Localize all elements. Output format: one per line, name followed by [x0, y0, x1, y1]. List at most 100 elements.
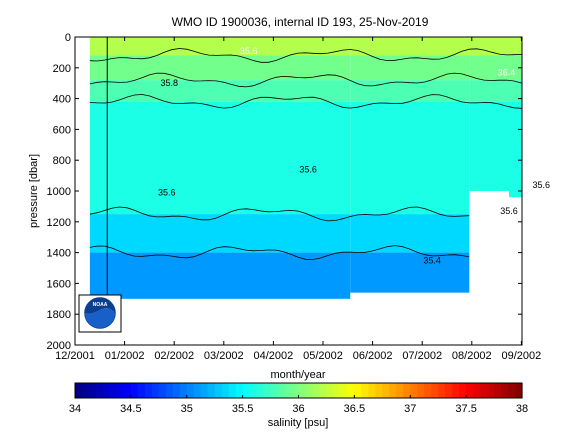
salinity-band-0-4: [89, 214, 351, 253]
y-axis: 0 200 400 600 800 1000 1200 1400 1600 1800 2000: [47, 32, 522, 352]
colorbar-cell-19: [207, 383, 216, 398]
x-tick-label-8: 08/2002: [452, 350, 492, 362]
colorbar-cell-41: [361, 383, 369, 398]
contour-label-3: 35.6: [299, 164, 317, 174]
colorbar-cell-17: [193, 383, 202, 398]
colorbar-tick-label-5: 36.5: [344, 403, 365, 415]
salinity-band-2-2: [469, 80, 509, 102]
colorbar-cell-15: [179, 383, 188, 398]
salinity-band-0-1: [89, 55, 351, 81]
colorbar-cell-61: [501, 383, 509, 398]
y-tick-label-0: 0: [65, 32, 71, 44]
y-axis-label: pressure [dbar]: [28, 154, 40, 228]
colorbar-cell-35: [319, 383, 328, 398]
colorbar-cell-27: [263, 383, 272, 398]
colorbar-tick-label-2: 35: [181, 403, 193, 415]
colorbar-tick-label-1: 34.5: [120, 403, 141, 415]
y-tick-label-2: 400: [53, 94, 71, 106]
colorbar-cell-45: [389, 383, 397, 398]
x-tick-label-5: 05/2002: [303, 350, 343, 362]
colorbar-cell-20: [214, 383, 223, 398]
colorbar-cell-36: [326, 383, 335, 398]
logo-text: NOAA: [93, 302, 108, 308]
x-tick-label-3: 03/2002: [204, 350, 244, 362]
colorbar-cell-44: [382, 383, 390, 398]
contour-label-6: 35.6: [500, 206, 518, 216]
colorbar-cell-1: [81, 383, 90, 398]
colorbar-cell-13: [165, 383, 174, 398]
contour-line-3: [89, 206, 470, 222]
salinity-band-3-0: [509, 37, 522, 56]
salinity-band-2-3: [469, 101, 509, 191]
colorbar-tick-label-4: 36: [292, 403, 304, 415]
colorbar-cell-63: [515, 383, 523, 398]
x-tick-label-1: 01/2002: [105, 350, 145, 362]
colorbar-cell-22: [228, 383, 237, 398]
colorbar-cell-50: [424, 383, 432, 398]
contour-label-0: 35.6: [240, 46, 258, 56]
salinity-band-3-3: [509, 101, 522, 198]
x-axis-label: month/year: [270, 369, 325, 381]
colorbar-cell-47: [403, 383, 411, 398]
colorbar-cell-5: [109, 383, 118, 398]
colorbar-cell-24: [242, 383, 251, 398]
colorbar-cell-3: [95, 383, 104, 398]
salinity-band-1-1: [350, 55, 470, 81]
colorbar-cell-14: [172, 383, 181, 398]
colorbar-cell-6: [116, 383, 125, 398]
colorbar-cell-21: [221, 383, 230, 398]
colorbar-cell-28: [270, 383, 279, 398]
colorbar-cell-55: [459, 383, 467, 398]
colorbar-cell-40: [354, 383, 362, 398]
x-axis: 12/2001 01/2002 02/2002 03/2002 04/2002 05/20…: [55, 37, 541, 362]
colorbar-cell-0: [75, 383, 83, 398]
y-tick-label-4: 800: [53, 155, 71, 167]
colorbar-cell-9: [137, 383, 146, 398]
x-tick-label-4: 04/2002: [254, 350, 294, 362]
colorbar-cell-4: [102, 383, 111, 398]
colorbar-tick-label-0: 34: [69, 403, 81, 415]
salinity-band-1-4: [350, 214, 470, 253]
colorbar-cell-57: [473, 383, 481, 398]
contour-label-4: 35.6: [158, 188, 176, 198]
contour-label-7: 35.4: [423, 255, 441, 265]
salinity-band-0-5: [89, 252, 351, 299]
x-tick-label-7: 07/2002: [402, 350, 442, 362]
salinity-band-3-2: [509, 80, 522, 102]
colorbar-cell-48: [410, 383, 418, 398]
salinity-band-2-1: [469, 55, 509, 81]
salinity-band-1-0: [350, 37, 470, 56]
colorbar-cell-46: [396, 383, 404, 398]
colorbar-cell-37: [333, 383, 342, 398]
salinity-band-0-0: [89, 37, 351, 56]
colorbar-cell-49: [417, 383, 425, 398]
colorbar-cell-43: [375, 383, 383, 398]
contour-label-2: 35.8: [160, 78, 178, 88]
y-tick-label-1: 200: [53, 63, 71, 75]
contour-line-4: [89, 245, 470, 260]
contour-line-1: [89, 72, 522, 88]
colorbar-cell-25: [249, 383, 258, 398]
colorbar-cell-12: [158, 383, 167, 398]
colorbar-cell-59: [487, 383, 495, 398]
y-tick-label-10: 2000: [47, 340, 71, 352]
salinity-band-0-3: [89, 101, 351, 215]
colorbar-cell-11: [151, 383, 160, 398]
colorbar-cell-16: [186, 383, 195, 398]
colorbar-tick-label-8: 38: [516, 403, 528, 415]
x-tick-label-6: 06/2002: [353, 350, 393, 362]
salinity-band-1-2: [350, 80, 470, 102]
colorbar-tick-label-6: 37: [404, 403, 416, 415]
colorbar-cell-58: [480, 383, 488, 398]
contour-line-2: [89, 94, 522, 109]
colorbar-cell-33: [305, 383, 314, 398]
colorbar-cell-31: [291, 383, 300, 398]
salinity-band-1-3: [350, 101, 470, 215]
colorbar-cell-56: [466, 383, 474, 398]
colorbar-cell-18: [200, 383, 209, 398]
colorbar-tick-label-7: 37.5: [455, 403, 476, 415]
colorbar-cell-51: [431, 383, 439, 398]
salinity-band-2-0: [469, 37, 509, 56]
y-tick-label-6: 1200: [47, 217, 71, 229]
